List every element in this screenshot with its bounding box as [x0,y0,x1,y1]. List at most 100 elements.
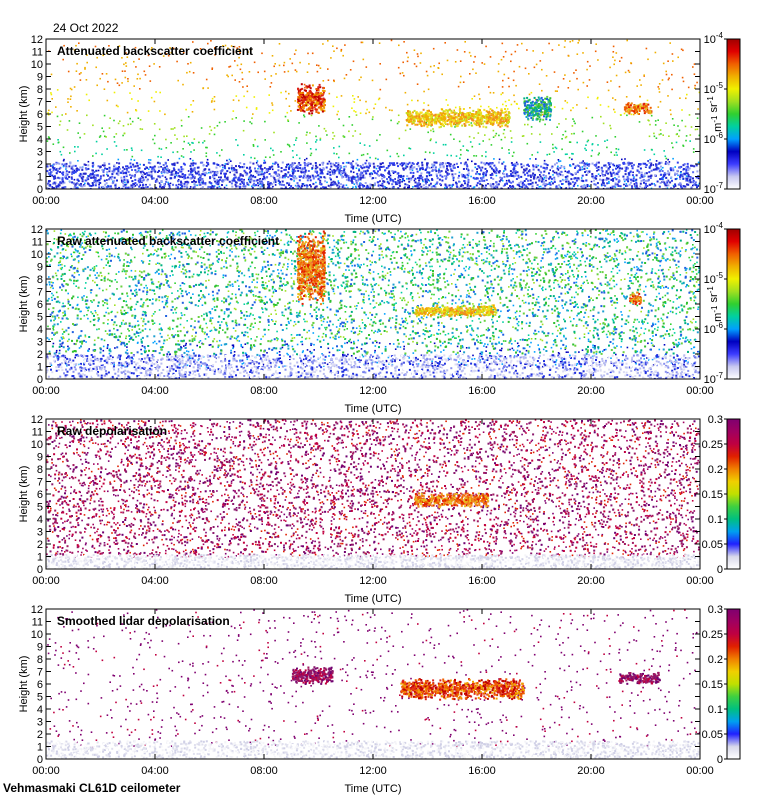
y-tick-label: 7 [37,287,43,299]
colorbar-ramp [727,39,740,189]
y-tick-label: 7 [37,667,43,679]
colorbar-frame [726,38,741,190]
x-tick-label: 00:00 [32,575,60,587]
feature-cloud-1 [413,492,490,509]
feature-cloud-1 [400,678,525,701]
colorbar-frame [726,228,741,380]
y-tick-label: 10 [31,249,43,261]
y-tick-label: 0 [37,564,43,576]
x-tick-label: 00:00 [686,575,714,587]
x-tick-label: 20:00 [577,765,605,777]
y-tick-label: 6 [37,299,43,311]
x-axis-title: Time (UTC) [344,213,401,225]
panel-title: Raw attenuated backscatter coefficient [57,234,279,248]
x-tick-label: 20:00 [577,195,605,207]
colorbar-tick-label: 0.2 [708,654,723,666]
colorbar-tick-label: 0.15 [702,489,723,501]
y-tick-label: 5 [37,502,43,514]
heatmap-field [46,39,700,189]
x-tick-label: 04:00 [141,195,169,207]
y-tick-label: 1 [37,362,43,374]
x-tick-label: 04:00 [141,575,169,587]
colorbar-tick-label: 10-4 [704,221,724,236]
y-tick-label: 7 [37,97,43,109]
colorbar-tick-label: 10-4 [704,31,724,46]
feature-cloud-4 [523,95,553,121]
feature-boundary-layer [46,354,700,379]
y-axis-title: Height (km) [18,466,30,523]
feature-noise-field [46,419,700,556]
y-tick-label: 11 [32,427,43,439]
x-tick-label: 16:00 [468,195,496,207]
date-label: 24 Oct 2022 [53,21,119,35]
y-tick-label: 9 [37,72,43,84]
feature-cloud-1 [414,304,498,318]
panel-title: Smoothed lidar depolarisation [57,614,230,628]
y-axis-title: Height (km) [18,656,30,713]
y-tick-label: 11 [32,47,43,59]
y-tick-label: 9 [37,642,43,654]
y-tick-label: 10 [31,439,43,451]
colorbar-tick-label: 0 [717,564,723,576]
y-tick-label: 8 [37,464,43,476]
x-tick-label: 04:00 [141,765,169,777]
y-tick-label: 12 [31,224,43,236]
heatmap-field [46,419,700,569]
heatmap-field [46,229,700,379]
panel-title: Raw depolarisation [57,424,167,438]
colorbar-tick-label: 10-5 [704,81,724,96]
y-tick-label: 3 [37,147,43,159]
y-axis-title: Height (km) [18,276,30,333]
y-tick-label: 3 [37,527,43,539]
feature-cloud-3 [618,671,661,685]
colorbar-unit: m-1 sr-1 [706,96,724,132]
panels: Attenuated backscatter coefficient012345… [18,31,741,795]
x-tick-label: 00:00 [32,195,60,207]
x-tick-label: 12:00 [359,385,387,397]
feature-cloud-2 [296,83,326,115]
feature-cloud-2 [291,666,334,685]
x-tick-label: 12:00 [359,765,387,777]
feature-cloud-3 [629,291,642,306]
y-tick-label: 6 [37,679,43,691]
y-tick-label: 3 [37,717,43,729]
y-tick-label: 0 [37,754,43,766]
x-tick-label: 12:00 [359,575,387,587]
colorbar-tick-label: 0.1 [708,514,723,526]
y-tick-label: 11 [32,237,43,249]
y-tick-label: 5 [37,122,43,134]
y-tick-label: 9 [37,452,43,464]
y-tick-label: 4 [37,324,43,336]
y-tick-label: 8 [37,84,43,96]
colorbar-tick-label: 0.2 [708,464,723,476]
x-tick-label: 08:00 [250,575,278,587]
feature-boundary-layer [46,554,700,569]
colorbar-tick-label: 10-6 [704,321,724,336]
colorbar-tick-label: 10-7 [704,371,724,386]
y-tick-label: 12 [31,34,43,46]
y-tick-label: 2 [37,729,43,741]
x-tick-label: 16:00 [468,765,496,777]
y-tick-label: 4 [37,704,43,716]
y-tick-label: 11 [32,617,43,629]
colorbar-tick-label: 0.25 [702,439,723,451]
colorbar-tick-label: 0.3 [708,414,723,426]
y-tick-label: 12 [31,604,43,616]
colorbar-ramp [727,419,740,569]
y-tick-label: 1 [37,742,43,754]
feature-cloud-3 [623,102,653,115]
y-tick-label: 12 [31,414,43,426]
colorbar-tick-label: 0.25 [702,629,723,641]
colorbar-ramp [727,609,740,759]
colorbar: 0 0.05 0.1 0.15 0.2 0.25 0.3 [702,604,741,766]
x-axis-title: Time (UTC) [344,593,401,605]
y-axis-title: Height (km) [18,86,30,143]
y-tick-label: 4 [37,134,43,146]
y-tick-label: 1 [37,552,43,564]
y-tick-label: 8 [37,274,43,286]
x-tick-label: 00:00 [686,765,714,777]
y-tick-label: 5 [37,692,43,704]
y-tick-label: 10 [31,59,43,71]
y-tick-label: 4 [37,514,43,526]
